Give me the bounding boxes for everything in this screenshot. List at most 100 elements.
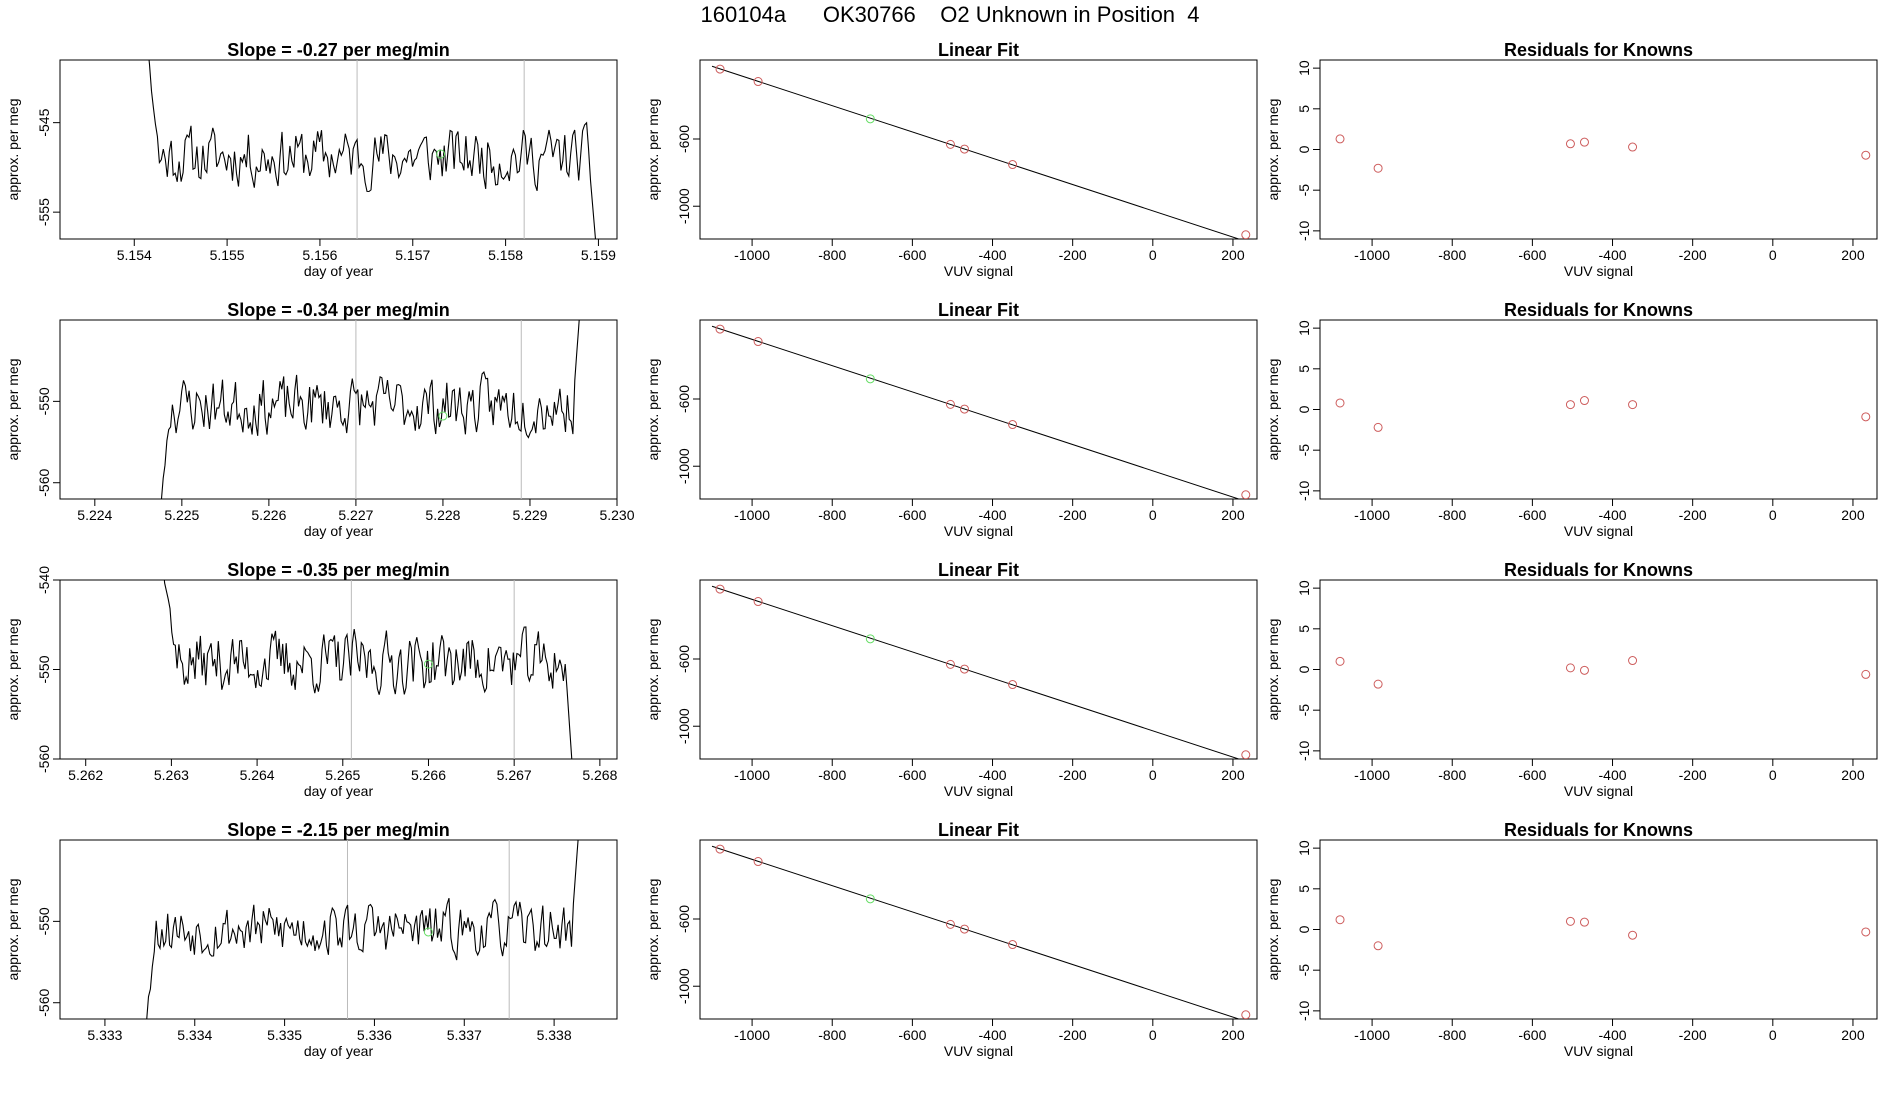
- x-tick-label: 5.265: [325, 767, 360, 783]
- x-tick-label: -400: [979, 1027, 1007, 1043]
- y-tick-label: -560: [36, 469, 52, 497]
- known-point: [715, 324, 725, 334]
- x-tick-label: -600: [898, 767, 926, 783]
- plot-title: Slope = -0.27 per meg/min: [227, 40, 450, 60]
- y-tick-label: -550: [36, 387, 52, 415]
- x-tick-label: 5.262: [68, 767, 103, 783]
- x-tick-label: -1000: [1354, 507, 1390, 523]
- residuals-plot-2: Residuals for Knowns-1000 -800 -600 -400 -20…: [1265, 300, 1878, 539]
- x-tick-label: 0: [1769, 767, 1777, 783]
- x-tick-label: 5.268: [582, 767, 617, 783]
- y-tick-label: 10: [1296, 580, 1312, 596]
- x-tick-label: -400: [979, 507, 1007, 523]
- known-point: [945, 139, 955, 149]
- plot-title: Linear Fit: [938, 820, 1019, 840]
- time-series-plot-4: Slope = -2.15 per meg/min 5.333 5.334 5.335…: [5, 820, 618, 1059]
- x-tick-label: -600: [898, 247, 926, 263]
- y-axis-label: approx. per meg: [5, 99, 21, 201]
- known-point: [715, 64, 725, 74]
- plot-title: Residuals for Knowns: [1504, 300, 1693, 320]
- x-tick-label: -200: [1059, 247, 1087, 263]
- x-axis-label: VUV signal: [944, 263, 1013, 279]
- x-tick-label: -600: [898, 1027, 926, 1043]
- plot-area: [163, 580, 573, 759]
- y-axis-label: approx. per meg: [5, 879, 21, 981]
- residual-point: [1579, 917, 1589, 927]
- x-tick-label: 5.229: [512, 507, 547, 523]
- y-axis-label: approx. per meg: [1265, 619, 1281, 721]
- x-tick-label: 5.224: [77, 507, 112, 523]
- x-tick-label: -200: [1059, 507, 1087, 523]
- residual-point: [1861, 412, 1871, 422]
- x-tick-label: 0: [1769, 507, 1777, 523]
- x-tick-label: 5.158: [488, 247, 523, 263]
- residuals-plot-4: Residuals for Knowns-1000 -800 -600 -400 -20…: [1265, 820, 1878, 1059]
- x-tick-label: -800: [1438, 767, 1466, 783]
- plot-title: Slope = -2.15 per meg/min: [227, 820, 450, 840]
- y-tick-label: 0: [1296, 925, 1312, 933]
- x-tick-label: 5.336: [357, 1027, 392, 1043]
- x-tick-label: 0: [1149, 1027, 1157, 1043]
- time-series-plot-3: Slope = -0.35 per meg/min 5.262 5.263 5.264…: [5, 560, 618, 799]
- y-tick-label: -550: [36, 655, 52, 683]
- y-tick-label: 5: [1296, 885, 1312, 893]
- fit-line: [711, 845, 1241, 1019]
- x-tick-label: 5.263: [154, 767, 189, 783]
- plot-area: [146, 840, 579, 1019]
- fit-line: [711, 585, 1241, 759]
- plot-area: [148, 60, 597, 239]
- signal-trace: [148, 60, 597, 239]
- position-label: O2 Unknown in Position 4: [940, 2, 1200, 27]
- x-axis-label: VUV signal: [1564, 263, 1633, 279]
- figure-title: 160104a OK30766 O2 Unknown in Position 4: [0, 2, 1900, 28]
- x-axis-label: VUV signal: [944, 523, 1013, 539]
- unknown-marker: [436, 149, 446, 159]
- y-axis-label: approx. per meg: [5, 359, 21, 461]
- residual-point: [1628, 142, 1638, 152]
- x-tick-label: -800: [818, 767, 846, 783]
- y-tick-label: -600: [676, 385, 692, 413]
- plot-frame: [1319, 579, 1878, 760]
- y-tick-label: 0: [1296, 665, 1312, 673]
- signal-trace: [146, 840, 579, 1019]
- residual-point: [1335, 915, 1345, 925]
- x-tick-label: -400: [1599, 767, 1627, 783]
- x-axis-label: day of year: [304, 783, 374, 799]
- x-tick-label: -800: [1438, 247, 1466, 263]
- x-tick-label: -600: [1518, 507, 1546, 523]
- plot-frame: [699, 319, 1258, 500]
- x-tick-label: 200: [1841, 1027, 1865, 1043]
- y-axis-label: approx. per meg: [1265, 879, 1281, 981]
- plot-title: Linear Fit: [938, 560, 1019, 580]
- known-point: [753, 857, 763, 867]
- y-axis-label: approx. per meg: [645, 359, 661, 461]
- y-tick-label: -560: [36, 989, 52, 1017]
- x-tick-label: 200: [1841, 247, 1865, 263]
- plot-title: Residuals for Knowns: [1504, 820, 1693, 840]
- x-tick-label: 0: [1149, 767, 1157, 783]
- y-tick-label: -600: [676, 645, 692, 673]
- plot-area: [160, 320, 580, 499]
- x-tick-label: -400: [1599, 507, 1627, 523]
- plot-title: Linear Fit: [938, 300, 1019, 320]
- x-axis-label: day of year: [304, 263, 374, 279]
- x-tick-label: 5.156: [302, 247, 337, 263]
- y-axis-label: approx. per meg: [645, 99, 661, 201]
- x-tick-label: 5.264: [240, 767, 275, 783]
- x-tick-label: 200: [1221, 507, 1245, 523]
- x-tick-label: 5.159: [581, 247, 616, 263]
- residual-point: [1861, 927, 1871, 937]
- residual-point: [1565, 139, 1575, 149]
- x-tick-label: 5.333: [87, 1027, 122, 1043]
- x-tick-label: -800: [1438, 507, 1466, 523]
- x-tick-label: 5.230: [599, 507, 634, 523]
- residual-point: [1861, 669, 1871, 679]
- x-tick-label: 200: [1841, 507, 1865, 523]
- x-axis-label: VUV signal: [1564, 523, 1633, 539]
- x-tick-label: -200: [1679, 247, 1707, 263]
- y-tick-label: 10: [1296, 60, 1312, 76]
- plot-title: Residuals for Knowns: [1504, 560, 1693, 580]
- known-point: [1241, 230, 1251, 239]
- y-tick-label: 10: [1296, 320, 1312, 336]
